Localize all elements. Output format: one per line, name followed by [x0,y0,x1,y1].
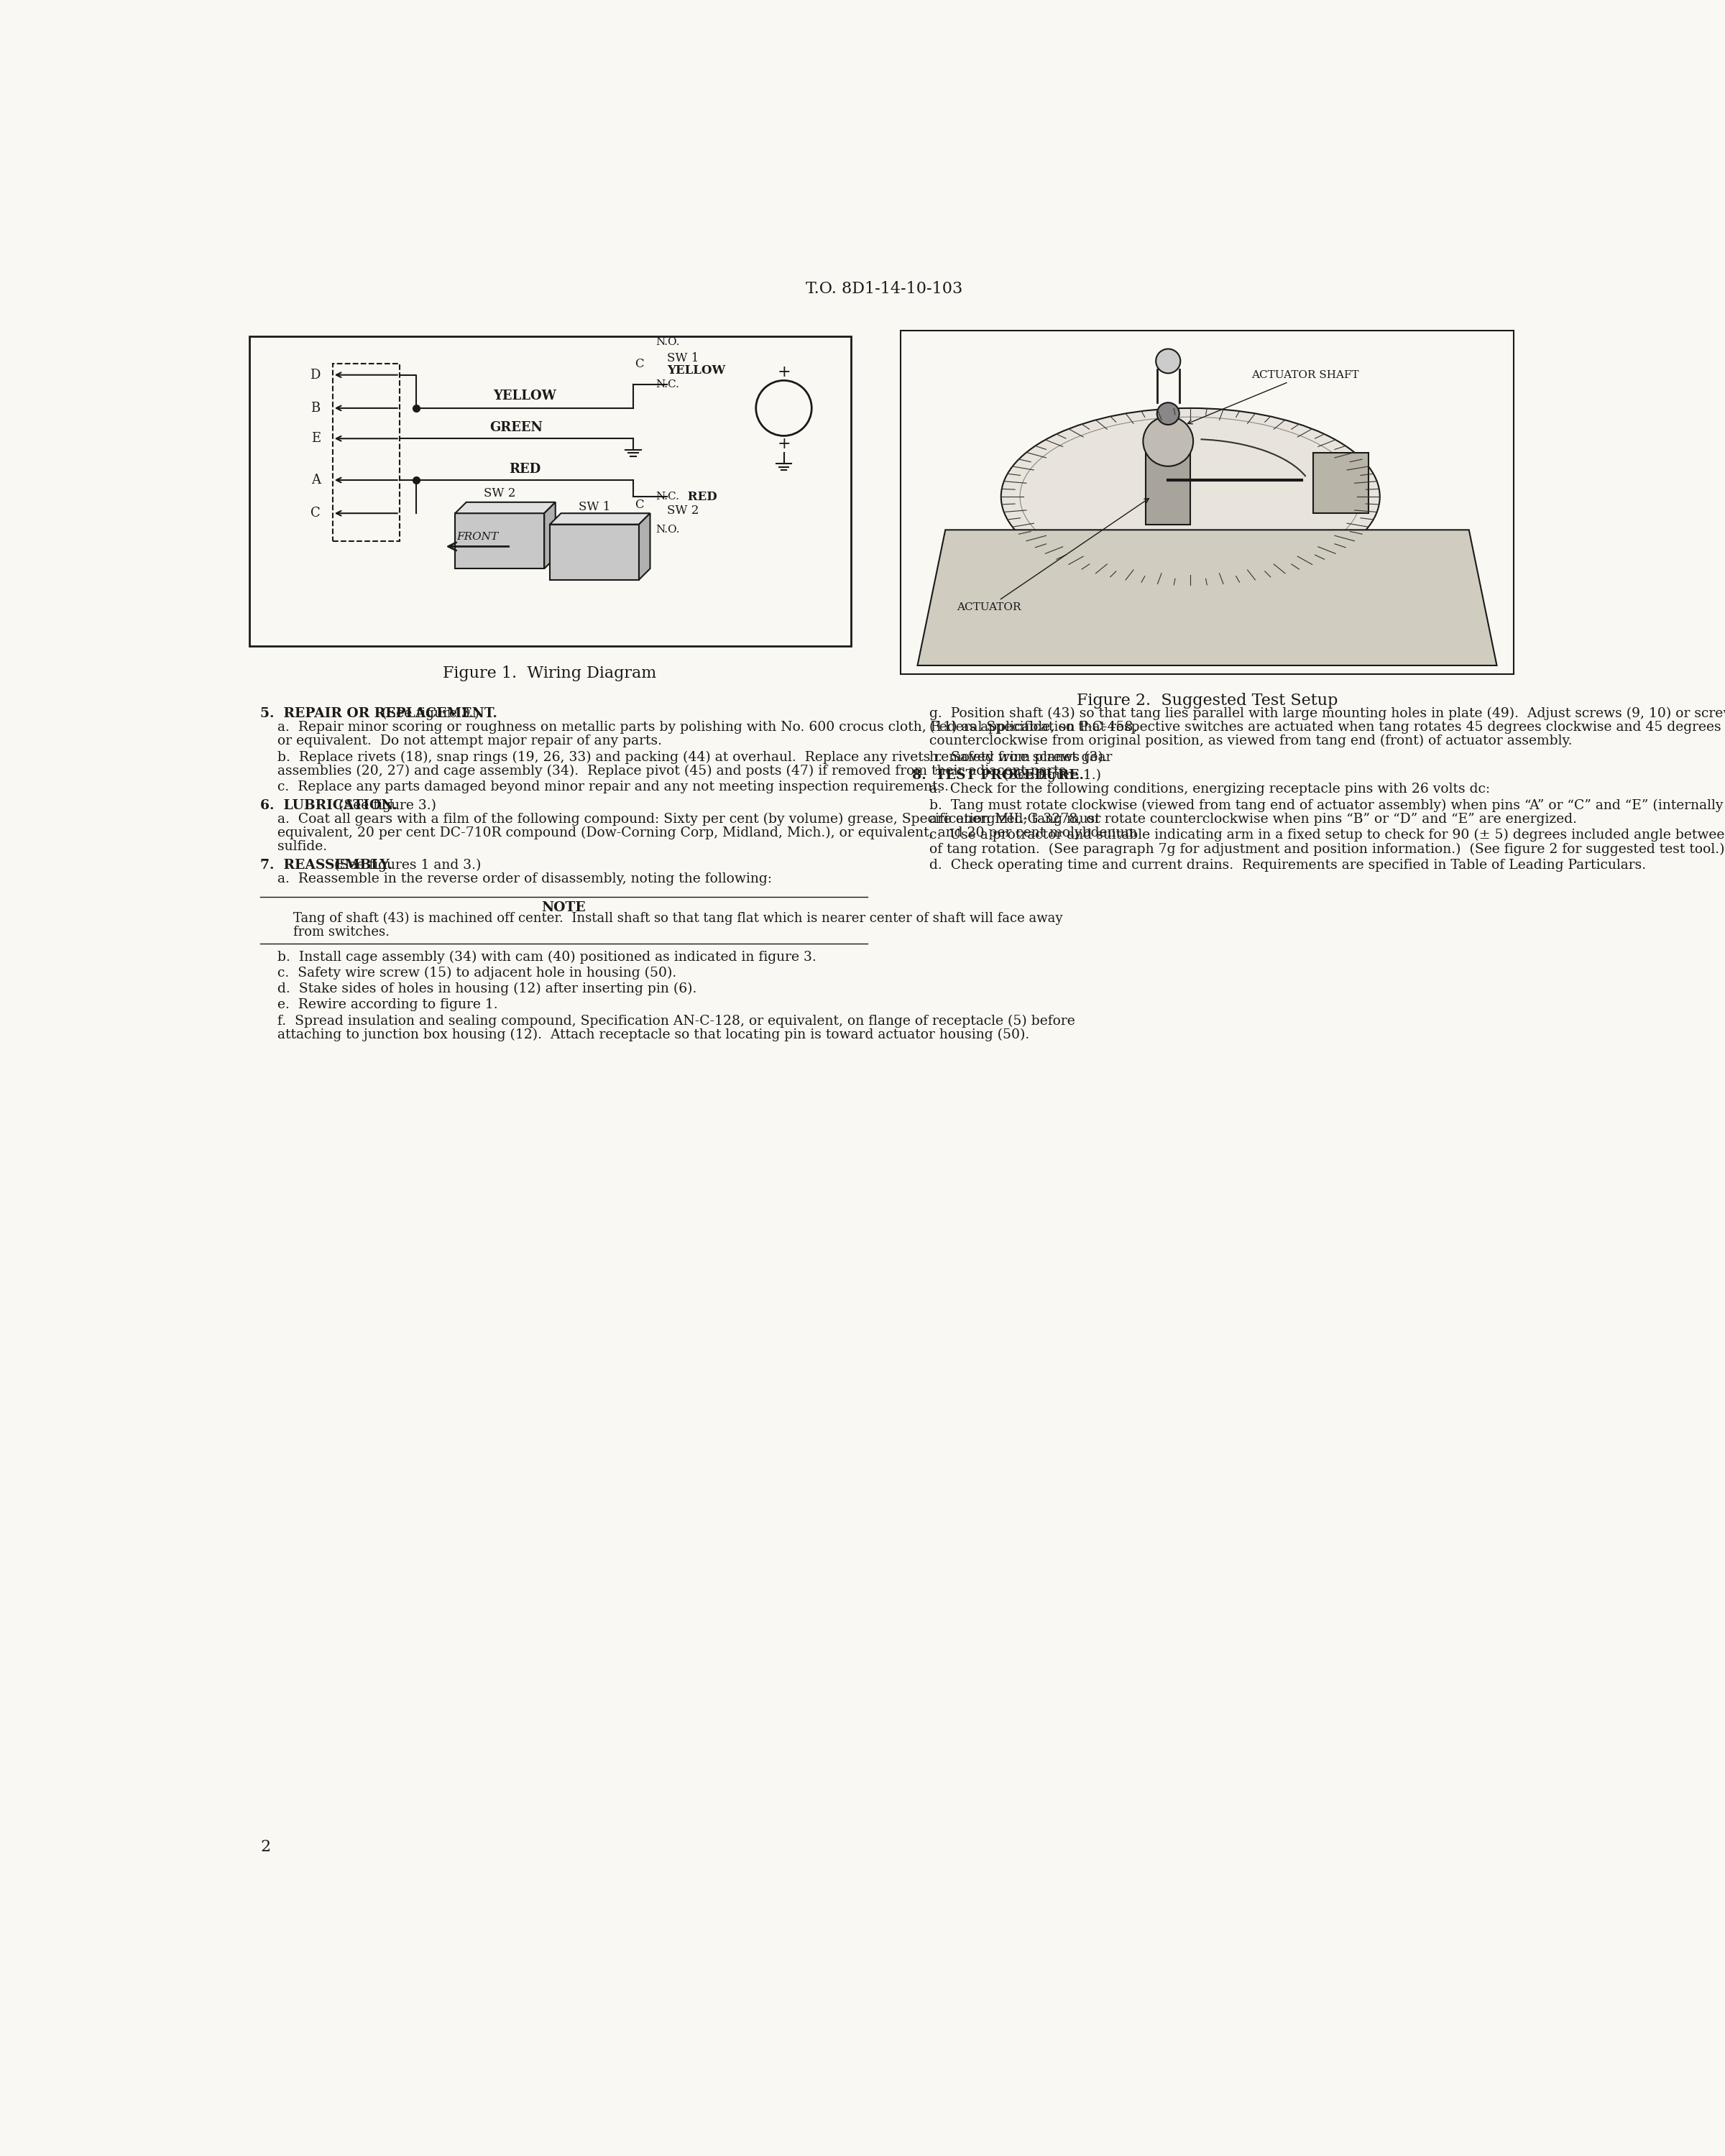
Text: N.O.: N.O. [656,336,680,347]
Text: C: C [310,507,321,520]
Text: D: D [310,369,321,382]
Text: (See figures 1 and 3.): (See figures 1 and 3.) [326,858,481,871]
Text: Figure 2.  Suggested Test Setup: Figure 2. Suggested Test Setup [1076,692,1337,709]
Text: of tang rotation.  (See paragraph 7g for adjustment and position information.)  : of tang rotation. (See paragraph 7g for … [913,843,1725,856]
Text: YELLOW: YELLOW [668,364,724,377]
Text: f.  Spread insulation and sealing compound, Specification AN-C-128, or equivalen: f. Spread insulation and sealing compoun… [260,1015,1075,1028]
Text: d.  Stake sides of holes in housing (12) after inserting pin (6).: d. Stake sides of holes in housing (12) … [260,983,697,996]
Ellipse shape [1000,407,1380,584]
FancyArrowPatch shape [448,543,509,550]
Text: a.  Check for the following conditions, energizing receptacle pins with 26 volts: a. Check for the following conditions, e… [913,783,1490,796]
Text: FRONT: FRONT [457,533,499,541]
Text: ACTUATOR: ACTUATOR [956,498,1149,612]
Text: NOTE: NOTE [542,901,587,914]
Text: b.  Tang must rotate clockwise (viewed from tang end of actuator assembly) when : b. Tang must rotate clockwise (viewed fr… [913,800,1725,813]
Text: from switches.: from switches. [278,925,390,938]
Text: N.C.: N.C. [656,492,680,502]
Text: g.  Position shaft (43) so that tang lies parallel with large mounting holes in : g. Position shaft (43) so that tang lies… [913,707,1725,720]
Text: c.  Use a protractor and suitable indicating arm in a fixed setup to check for 9: c. Use a protractor and suitable indicat… [913,828,1725,841]
Polygon shape [918,530,1497,666]
Text: (See figure 3.): (See figure 3.) [373,707,480,720]
Text: YELLOW: YELLOW [493,390,555,403]
Text: counterclockwise from original position, as viewed from tang end (front) of actu: counterclockwise from original position,… [913,735,1571,748]
Text: N.C.: N.C. [656,379,680,390]
Polygon shape [638,513,650,580]
Text: d.  Check operating time and current drains.  Requirements are specified in Tabl: d. Check operating time and current drai… [913,858,1646,871]
Text: (See figure 1.): (See figure 1.) [995,770,1101,783]
Text: C: C [635,358,643,371]
Text: +: + [776,364,790,379]
Text: or equivalent.  Do not attempt major repair of any parts.: or equivalent. Do not attempt major repa… [260,735,662,748]
Circle shape [1144,416,1194,466]
Text: (11) as applicable, so that respective switches are actuated when tang rotates 4: (11) as applicable, so that respective s… [913,720,1722,733]
Text: (See figure 3.): (See figure 3.) [329,800,436,813]
Circle shape [1156,349,1180,373]
Text: sulfide.: sulfide. [260,841,328,854]
Text: 5.  REPAIR OR REPLACEMENT.: 5. REPAIR OR REPLACEMENT. [260,707,497,720]
Bar [333,364,400,541]
Bar [1145,453,1190,524]
Bar [900,330,1513,673]
Text: T.O. 8D1-14-10-103: T.O. 8D1-14-10-103 [806,280,963,298]
Text: 2: 2 [260,1839,271,1854]
Text: attaching to junction box housing (12).  Attach receptacle so that locating pin : attaching to junction box housing (12). … [260,1028,1030,1041]
Text: 6.  LUBRICATION.: 6. LUBRICATION. [260,800,397,813]
Text: 8.  TEST PROCEDURE.: 8. TEST PROCEDURE. [913,770,1083,783]
Polygon shape [550,513,650,524]
Polygon shape [455,502,555,513]
Text: RED: RED [509,464,540,476]
Text: B: B [310,401,321,414]
Text: are energized; tang must rotate counterclockwise when pins “B” or “D” and “E” ar: are energized; tang must rotate counterc… [913,813,1577,826]
Text: SW 2: SW 2 [668,505,699,517]
Text: SW 2: SW 2 [483,487,516,500]
Polygon shape [545,502,555,569]
Text: b.  Replace rivets (18), snap rings (19, 26, 33) and packing (44) at overhaul.  : b. Replace rivets (18), snap rings (19, … [260,750,1113,763]
Text: 7.  REASSEMBLY.: 7. REASSEMBLY. [260,858,392,871]
Text: RED: RED [668,492,718,502]
Circle shape [1157,403,1180,425]
Text: e.  Rewire according to figure 1.: e. Rewire according to figure 1. [260,998,499,1011]
Polygon shape [550,524,638,580]
Text: a.  Repair minor scoring or roughness on metallic parts by polishing with No. 60: a. Repair minor scoring or roughness on … [260,720,1137,733]
Text: a.  Reassemble in the reverse order of disassembly, noting the following:: a. Reassemble in the reverse order of di… [260,873,773,886]
Text: C: C [635,498,643,511]
Polygon shape [455,513,545,569]
Text: equivalent, 20 per cent DC-710R compound (Dow-Corning Corp, Midland, Mich.), or : equivalent, 20 per cent DC-710R compound… [260,826,1137,839]
Text: Figure 1.  Wiring Diagram: Figure 1. Wiring Diagram [443,666,657,681]
Text: c.  Replace any parts damaged beyond minor repair and any not meeting inspection: c. Replace any parts damaged beyond mino… [260,780,949,793]
Text: E: E [310,431,321,444]
Polygon shape [1313,453,1368,513]
Text: GREEN: GREEN [490,420,543,433]
Text: ACTUATOR SHAFT: ACTUATOR SHAFT [1189,371,1359,425]
Text: SW 1: SW 1 [668,351,699,364]
Bar [248,336,850,647]
Text: A: A [310,474,321,487]
Text: h.  Safety wire screws (3).: h. Safety wire screws (3). [913,750,1107,763]
Text: c.  Safety wire screw (15) to adjacent hole in housing (50).: c. Safety wire screw (15) to adjacent ho… [260,966,676,979]
Text: Tang of shaft (43) is machined off center.  Install shaft so that tang flat whic: Tang of shaft (43) is machined off cente… [278,912,1063,925]
Text: assemblies (20, 27) and cage assembly (34).  Replace pivot (45) and posts (47) i: assemblies (20, 27) and cage assembly (3… [260,765,1070,778]
Text: +: + [776,436,790,453]
Text: a.  Coat all gears with a film of the following compound: Sixty per cent (by vol: a. Coat all gears with a film of the fol… [260,813,1101,826]
Text: N.O.: N.O. [656,524,680,535]
Text: SW 1: SW 1 [578,500,611,513]
Text: b.  Install cage assembly (34) with cam (40) positioned as indicated in figure 3: b. Install cage assembly (34) with cam (… [260,951,816,964]
